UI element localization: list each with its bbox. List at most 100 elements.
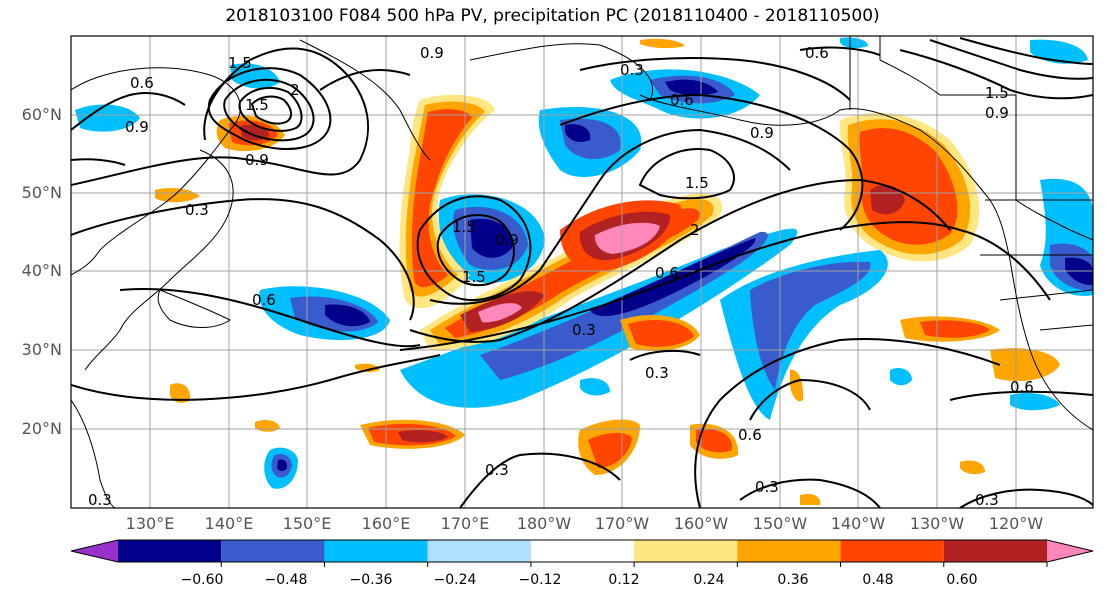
colorbar-segment	[118, 540, 222, 562]
precip-area-negative	[1030, 39, 1088, 64]
contour-label: 0.3	[572, 321, 596, 339]
contour-label: 1.5	[462, 268, 486, 286]
contour-label: 0.6	[738, 426, 762, 444]
contour-label: 0.9	[245, 151, 269, 169]
colorbar-segment	[943, 540, 1047, 562]
precip-area-positive	[170, 383, 191, 403]
lon-label: 160°E	[361, 514, 411, 533]
contour-label: 0.6	[130, 74, 154, 92]
colorbar-segment	[530, 540, 635, 562]
precip-area-positive	[990, 348, 1060, 382]
pv-contours	[71, 37, 1093, 508]
lon-label: 130°W	[909, 514, 965, 533]
lat-label: 20°N	[21, 419, 62, 438]
contour-label: 0.9	[750, 124, 774, 142]
contour-label: 2	[690, 221, 700, 239]
precip-area-positive	[870, 184, 905, 215]
precip-area-negative	[325, 304, 370, 327]
contour-label: 0.3	[645, 364, 669, 382]
lon-label: 160°W	[673, 514, 729, 533]
contour-label: 0.6	[670, 91, 694, 109]
colorbar-tick-label: −0.48	[264, 572, 308, 588]
precip-area-negative	[565, 124, 591, 143]
contour-label: 1.5	[685, 174, 709, 192]
precip-area-negative	[230, 63, 280, 89]
precip-area-positive	[628, 320, 694, 347]
lon-label: 170°W	[594, 514, 650, 533]
contour-label: 1.5	[452, 218, 476, 236]
contour-label: 1.5	[245, 96, 269, 114]
graticule	[71, 36, 1093, 508]
lon-label: 150°E	[282, 514, 332, 533]
contour-label: 0.6	[1010, 378, 1034, 396]
colorbar-segment	[71, 540, 118, 562]
precip-area-positive	[859, 128, 958, 245]
precip-area-positive	[412, 109, 472, 288]
precip-area-positive	[696, 428, 733, 453]
precip-area-negative	[665, 79, 718, 96]
colorbar-tick-label: 0.48	[862, 572, 894, 588]
colorbar-segments	[70, 539, 1094, 563]
contour-label: 0.6	[655, 264, 679, 282]
precip-area-negative	[277, 459, 288, 471]
lat-label: 60°N	[21, 105, 62, 124]
precip-area-negative	[890, 368, 912, 386]
lon-label: 180°W	[516, 514, 572, 533]
map-frame	[70, 35, 1094, 509]
precip-area-positive	[478, 303, 522, 323]
colorbar-tick-label: 0.36	[777, 572, 809, 588]
colorbar-tick-label: −0.60	[180, 572, 224, 588]
contour-label: 1.5	[228, 54, 252, 72]
contour-label: 0.3	[185, 201, 209, 219]
colorbar-segment	[221, 540, 325, 562]
precip-area-negative	[75, 104, 140, 132]
colorbar-segment	[427, 540, 531, 562]
lat-label: 40°N	[21, 261, 62, 280]
precip-area-negative	[840, 37, 868, 49]
contour-label: 1.5	[985, 84, 1009, 102]
precip-fill-layer	[75, 37, 1093, 505]
lon-label: 130°E	[125, 514, 175, 533]
colorbar-tick-label: 0.12	[608, 572, 640, 588]
coastlines	[71, 36, 1093, 508]
contour-label: 0.3	[620, 61, 644, 79]
colorbar-tick-label: −0.24	[433, 572, 477, 588]
colorbar-segment	[1047, 540, 1093, 562]
contour-label: 2	[290, 81, 300, 99]
colorbar-tick-label: −0.36	[349, 572, 393, 588]
precip-area-positive	[790, 369, 804, 402]
contour-label: 0.9	[495, 231, 519, 249]
lon-label: 140°W	[830, 514, 886, 533]
precip-area-negative	[1010, 393, 1060, 411]
colorbar-tick-label: −0.12	[518, 572, 562, 588]
precip-area-negative	[580, 378, 610, 396]
lat-label: 30°N	[21, 340, 62, 359]
precip-area-negative	[470, 218, 513, 258]
colorbar-tick-marks	[220, 562, 1048, 567]
contour-label: 0.6	[805, 44, 829, 62]
contour-label: 0.9	[985, 104, 1009, 122]
lon-label: 140°E	[204, 514, 254, 533]
lat-label: 50°N	[21, 183, 62, 202]
precip-area-positive	[640, 38, 685, 49]
lon-label: 120°W	[988, 514, 1044, 533]
contour-label: 0.9	[420, 44, 444, 62]
precip-area-positive	[398, 429, 448, 443]
contour-label: 0.9	[125, 118, 149, 136]
colorbar-segment	[324, 540, 428, 562]
colorbar-segment	[840, 540, 944, 562]
colorbar-segment	[737, 540, 841, 562]
map-title: 2018103100 F084 500 hPa PV, precipitatio…	[225, 6, 880, 26]
precip-area-positive	[960, 460, 985, 475]
contour-label: 0.3	[755, 478, 779, 496]
precip-area-positive	[155, 188, 200, 203]
colorbar-tick-label: 0.24	[693, 572, 725, 588]
precip-area-positive	[594, 222, 660, 254]
contour-label-layer: 1.5 0.6 0.9 0.3 0.6 0.6 1.5 0.9 0.6 1.5 …	[88, 44, 1034, 509]
contour-label: 0.3	[88, 491, 112, 509]
precip-area-positive	[588, 432, 632, 468]
contour-label: 0.6	[252, 291, 276, 309]
precip-area-positive	[800, 494, 821, 505]
